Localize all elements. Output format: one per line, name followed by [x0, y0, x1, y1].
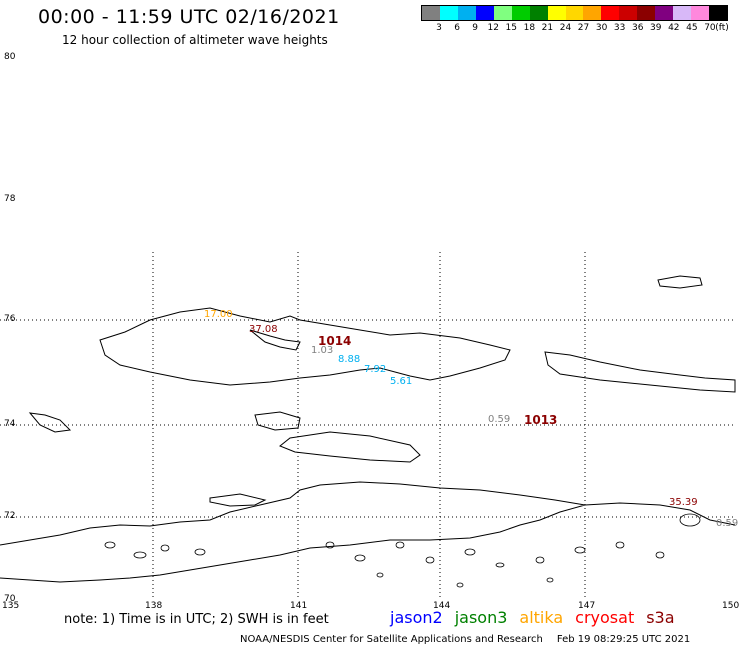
legend-swatch	[475, 6, 494, 20]
legend-swatch	[439, 6, 458, 20]
legend-unit: (ft)	[715, 23, 729, 33]
legend-tick-label: 45	[686, 23, 698, 33]
wave-height-value: 37.08	[249, 324, 278, 335]
legend-ticks: 3 6 9 12 15 18 21 24 27 30 33 36 39 42 45 70 (ft)	[421, 21, 729, 35]
footer-note: note: 1) Time is in UTC; 2) SWH is in fe…	[64, 612, 329, 627]
map-title: 00:00 - 11:59 UTC 02/16/2021	[38, 6, 340, 28]
legend-swatch	[565, 6, 584, 20]
legend-tick-label: 39	[650, 23, 662, 33]
legend-tick-label: 18	[523, 23, 536, 33]
pressure-label: 1013	[524, 413, 558, 427]
lon-label-138: 138	[145, 601, 163, 611]
satellite-jason2: jason2	[390, 608, 443, 627]
kotelny-inlet	[249, 329, 301, 351]
lon-label-147: 147	[578, 601, 596, 611]
lat-label-72: 72	[4, 511, 16, 521]
legend-swatch	[619, 6, 638, 20]
island-74	[254, 411, 301, 431]
legend-tick-label: 3	[436, 23, 442, 33]
lon-label-144: 144	[433, 601, 451, 611]
legend-swatch	[493, 6, 512, 20]
legend-tick-label: 24	[559, 23, 572, 33]
lat-label-78: 78	[4, 194, 16, 204]
lat-label-74: 74	[4, 419, 16, 429]
legend-swatch	[601, 6, 620, 20]
new-siberian-islands	[99, 307, 511, 386]
wave-height-value: 0.59	[716, 518, 739, 529]
legend-tick-label: 6	[454, 23, 460, 33]
lon-label-135: 135	[2, 601, 20, 611]
small-island-west	[28, 412, 72, 433]
credit-org: NOAA/NESDIS Center for Satellite Applica…	[240, 634, 543, 645]
legend-swatch	[583, 6, 602, 20]
lon-label-141: 141	[290, 601, 308, 611]
legend-swatch	[422, 6, 440, 20]
legend-tick-label: 27	[577, 23, 590, 33]
legend-color-bar	[421, 5, 728, 21]
lat-label-80: 80	[4, 52, 16, 62]
wave-height-value: 1.03	[311, 345, 334, 356]
island-73	[279, 431, 421, 463]
legend-swatch	[511, 6, 530, 20]
delta-west	[209, 493, 267, 507]
graticule	[0, 252, 735, 600]
legend-swatch	[457, 6, 476, 20]
legend-tick-label: 33	[613, 23, 626, 33]
legend-tick-label: 21	[541, 23, 554, 33]
legend-tick-label: 70	[704, 23, 716, 33]
legend-swatch	[637, 6, 656, 20]
legend-tick-label: 42	[668, 23, 680, 33]
wave-height-legend: 3 6 9 12 15 18 21 24 27 30 33 36 39 42 45 70 (ft)	[421, 5, 729, 35]
legend-tick-label: 12	[487, 23, 499, 33]
satellite-legend: jason2 jason3 altika cryosat s3a	[390, 608, 675, 627]
wave-height-value: 0.59	[488, 414, 511, 425]
wave-height-value: 35.39	[669, 497, 698, 508]
wave-height-value: 5.61	[390, 376, 413, 387]
wave-height-value: 17.00	[204, 309, 233, 320]
legend-tick-label: 30	[595, 23, 608, 33]
satellite-altika: altika	[519, 608, 564, 627]
eastern-coast	[544, 351, 736, 393]
legend-swatch	[547, 6, 566, 20]
satellite-s3a: s3a	[646, 608, 675, 627]
satellite-cryosat: cryosat	[575, 608, 635, 627]
satellite-jason3: jason3	[454, 608, 508, 627]
legend-swatch	[709, 6, 727, 20]
wave-height-value: 7.92	[364, 364, 387, 375]
legend-swatch	[673, 6, 692, 20]
coastal-islets	[104, 513, 701, 588]
coastlines	[0, 275, 736, 583]
lat-label-76: 76	[4, 314, 16, 324]
credit-line: NOAA/NESDIS Center for Satellite Applica…	[240, 634, 690, 645]
map-subtitle: 12 hour collection of altimeter wave hei…	[62, 33, 328, 47]
legend-tick-label: 36	[631, 23, 644, 33]
bennett-island	[657, 275, 703, 289]
legend-swatch	[529, 6, 548, 20]
lat-label-70: 70	[4, 594, 16, 604]
legend-swatch	[691, 6, 709, 20]
coast-east	[584, 502, 736, 526]
wave-height-value: 8.88	[338, 354, 361, 365]
legend-swatch	[655, 6, 674, 20]
legend-tick-label: 9	[472, 23, 479, 33]
pressure-label: 1014	[318, 334, 352, 348]
lon-label-150: 150	[722, 601, 740, 611]
legend-tick-label: 15	[505, 23, 518, 33]
credit-timestamp: Feb 19 08:29:25 UTC 2021	[556, 634, 691, 645]
